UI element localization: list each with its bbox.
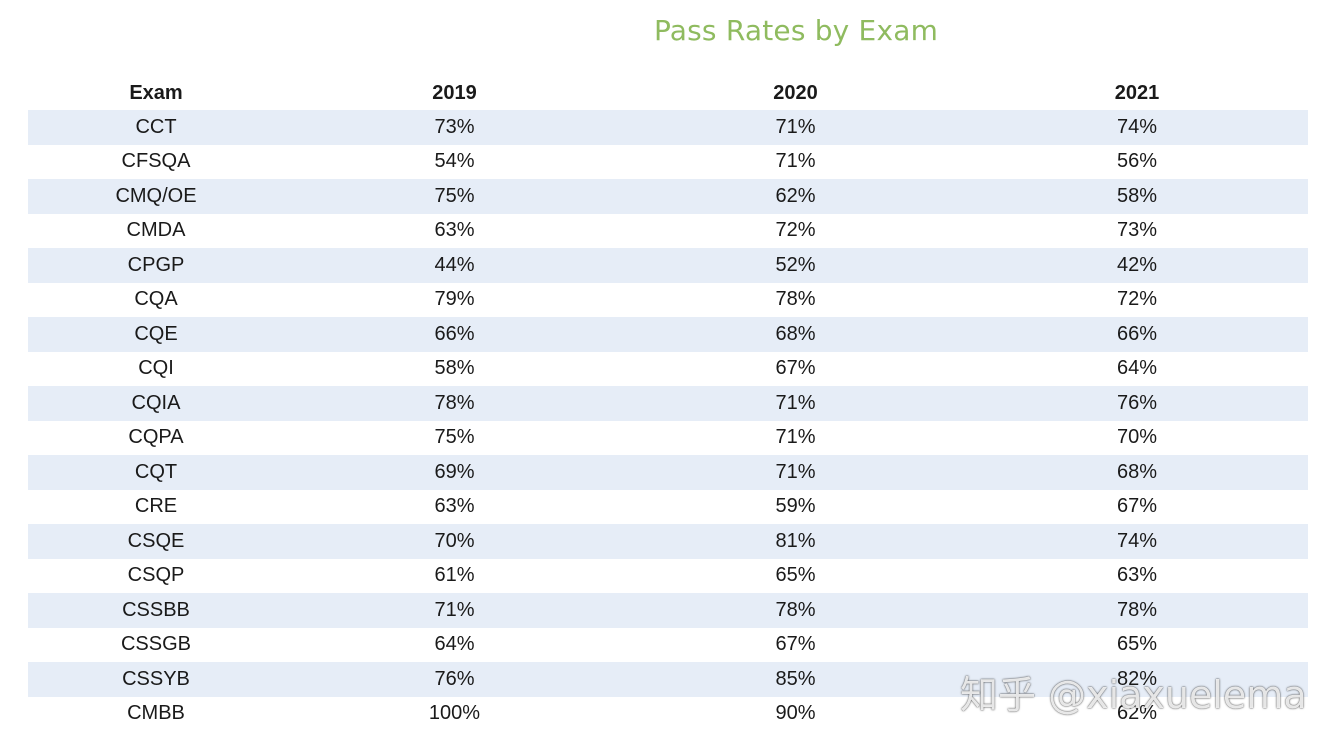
header-exam: Exam	[129, 81, 183, 104]
cell-exam: CSSBB	[122, 598, 190, 621]
cell-2019: 44%	[434, 253, 475, 276]
cell-2019: 75%	[434, 184, 475, 207]
cell-2021: 62%	[1116, 702, 1158, 725]
cell-exam: CSSGB	[120, 633, 192, 656]
cell-2020: 68%	[775, 322, 816, 345]
table-row: CQA 79% 78% 72%	[28, 283, 1308, 318]
table-row: CPGP 44% 52% 42%	[28, 248, 1308, 283]
cell-2021: 82%	[1116, 667, 1158, 690]
cell-2021: 65%	[1116, 633, 1158, 656]
cell-2019: 76%	[434, 667, 475, 690]
cell-2021: 73%	[1116, 219, 1158, 242]
cell-2021: 74%	[1116, 115, 1158, 138]
cell-2020: 67%	[775, 633, 816, 656]
cell-2019: 69%	[434, 460, 475, 483]
cell-2021: 42%	[1116, 253, 1158, 276]
cell-2021: 67%	[1116, 495, 1158, 518]
table-row: CMBB 100% 90% 62%	[28, 697, 1308, 732]
cell-2021: 66%	[1116, 322, 1158, 345]
cell-exam: CMQ/OE	[115, 184, 197, 207]
cell-2021: 64%	[1116, 357, 1158, 380]
cell-2021: 74%	[1116, 529, 1158, 552]
table-header-row: Exam 2019 2020 2021	[28, 76, 1308, 110]
table-row: CQPA 75% 71% 70%	[28, 421, 1308, 456]
table-row: CQI 58% 67% 64%	[28, 352, 1308, 387]
table-row: CQT 69% 71% 68%	[28, 455, 1308, 490]
table-row: CSQE 70% 81% 74%	[28, 524, 1308, 559]
table-row: CCT 73% 71% 74%	[28, 110, 1308, 145]
cell-2019: 73%	[434, 115, 475, 138]
cell-2019: 58%	[434, 357, 475, 380]
cell-2020: 85%	[775, 667, 816, 690]
cell-2021: 72%	[1116, 288, 1158, 311]
table-row: CQE 66% 68% 66%	[28, 317, 1308, 352]
cell-2021: 56%	[1116, 150, 1158, 173]
cell-exam: CQPA	[128, 426, 184, 449]
cell-2021: 63%	[1116, 564, 1158, 587]
cell-exam: CSQP	[127, 564, 185, 587]
cell-2020: 78%	[775, 288, 816, 311]
cell-2020: 67%	[775, 357, 816, 380]
table-row: CMQ/OE 75% 62% 58%	[28, 179, 1308, 214]
cell-exam: CSSYB	[122, 667, 190, 690]
cell-2019: 61%	[434, 564, 475, 587]
cell-2021: 78%	[1116, 598, 1158, 621]
cell-2019: 75%	[434, 426, 475, 449]
cell-exam: CSQE	[127, 529, 185, 552]
cell-2020: 59%	[775, 495, 816, 518]
cell-2019: 54%	[434, 150, 475, 173]
cell-2020: 62%	[775, 184, 816, 207]
cell-2019: 63%	[434, 219, 475, 242]
header-2021: 2021	[1114, 81, 1160, 104]
cell-exam: CMBB	[127, 702, 185, 725]
cell-exam: CQIA	[131, 391, 181, 414]
table-row: CFSQA 54% 71% 56%	[28, 145, 1308, 180]
cell-2020: 71%	[775, 391, 816, 414]
table-row: CSQP 61% 65% 63%	[28, 559, 1308, 594]
cell-2021: 58%	[1116, 184, 1158, 207]
cell-2019: 66%	[434, 322, 475, 345]
cell-2021: 76%	[1116, 391, 1158, 414]
cell-2019: 78%	[434, 391, 475, 414]
cell-exam: CFSQA	[121, 150, 191, 173]
cell-2020: 52%	[775, 253, 816, 276]
table-row: CSSYB 76% 85% 82%	[28, 662, 1308, 697]
cell-2020: 71%	[775, 115, 816, 138]
header-2020: 2020	[773, 81, 818, 104]
chart-title: Pass Rates by Exam	[653, 14, 939, 47]
cell-exam: CRE	[134, 495, 178, 518]
cell-2020: 90%	[775, 702, 816, 725]
table-row: CSSGB 64% 67% 65%	[28, 628, 1308, 663]
cell-2020: 71%	[775, 426, 816, 449]
cell-exam: CQT	[134, 460, 178, 483]
cell-2019: 70%	[434, 529, 475, 552]
cell-exam: CQE	[134, 322, 178, 345]
cell-2019: 63%	[434, 495, 475, 518]
cell-2020: 72%	[775, 219, 816, 242]
cell-exam: CCT	[135, 115, 177, 138]
cell-exam: CPGP	[127, 253, 185, 276]
table-row: CQIA 78% 71% 76%	[28, 386, 1308, 421]
table-row: CSSBB 71% 78% 78%	[28, 593, 1308, 628]
header-2019: 2019	[432, 81, 477, 104]
pass-rates-table: Exam 2019 2020 2021 CCT 73% 71% 74% CFSQA 54%…	[28, 76, 1308, 731]
cell-2020: 78%	[775, 598, 816, 621]
cell-2020: 81%	[775, 529, 816, 552]
table-row: CRE 63% 59% 67%	[28, 490, 1308, 525]
cell-2019: 64%	[434, 633, 475, 656]
cell-2019: 71%	[434, 598, 475, 621]
cell-2020: 71%	[775, 460, 816, 483]
cell-2019: 79%	[434, 288, 475, 311]
cell-exam: CQI	[138, 357, 174, 380]
cell-exam: CQA	[134, 288, 178, 311]
cell-2020: 65%	[775, 564, 816, 587]
cell-2019: 100%	[428, 702, 481, 725]
table-row: CMDA 63% 72% 73%	[28, 214, 1308, 249]
cell-2021: 70%	[1116, 426, 1158, 449]
cell-2021: 68%	[1116, 460, 1158, 483]
cell-exam: CMDA	[126, 219, 186, 242]
cell-2020: 71%	[775, 150, 816, 173]
